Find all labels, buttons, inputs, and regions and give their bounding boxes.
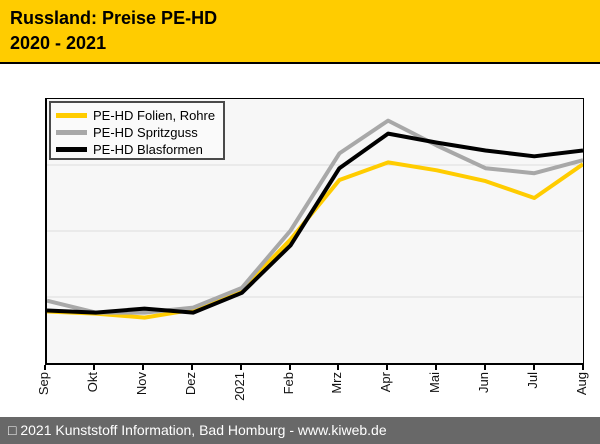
x-axis-label: 2021: [232, 372, 247, 401]
x-axis-label: Mai: [427, 372, 442, 393]
x-axis-tick: [337, 365, 339, 370]
x-axis-label: Jun: [476, 372, 491, 393]
legend-label: PE-HD Spritzguss: [93, 125, 198, 140]
x-axis-label: Aug: [574, 372, 589, 396]
x-axis-tick: [435, 365, 437, 370]
x-axis-tick: [191, 365, 193, 370]
legend-item: PE-HD Spritzguss: [56, 124, 219, 141]
series-line-pe-hd-spritzguss: [47, 118, 583, 315]
x-axis-tick: [142, 365, 144, 370]
legend-label: PE-HD Blasformen: [93, 142, 203, 157]
legend-item: PE-HD Blasformen: [56, 141, 219, 158]
legend-line-swatch-gray: [56, 130, 87, 135]
line-chart-canvas: [47, 118, 583, 320]
x-axis-tick: [484, 365, 486, 370]
x-axis-tick: [386, 365, 388, 370]
x-axis-tick: [533, 365, 535, 370]
legend: PE-HD Folien, Rohre PE-HD Spritzguss PE-…: [49, 101, 225, 160]
chart-title-line2: 2020 - 2021: [10, 33, 107, 53]
chart-title-line1: Russland: Preise PE-HD: [10, 8, 218, 28]
x-axis-tick: [240, 365, 242, 370]
x-axis-tick: [289, 365, 291, 370]
x-axis-label: Nov: [134, 372, 149, 396]
series-line-pe-hd-blasformen: [47, 131, 583, 315]
x-axis-label: Dez: [183, 372, 198, 396]
x-axis-tick: [44, 365, 46, 370]
x-axis-tick: [582, 365, 584, 370]
x-axis-label: Jul: [525, 372, 540, 389]
legend-label: PE-HD Folien, Rohre: [93, 108, 216, 123]
legend-item: PE-HD Folien, Rohre: [56, 107, 219, 124]
copyright-text: □ 2021 Kunststoff Information, Bad Hombu…: [8, 422, 387, 438]
x-axis-tick: [93, 365, 95, 370]
x-axis-label: Sep: [36, 372, 51, 396]
series-line-pe-hd-folien-rohre: [47, 160, 583, 320]
x-axis-label: Okt: [85, 372, 100, 393]
legend-line-swatch-yellow: [56, 113, 87, 118]
chart-header: Russland: Preise PE-HD 2020 - 2021: [0, 0, 600, 64]
x-axis-label: Mrz: [329, 372, 344, 394]
footer-bar: □ 2021 Kunststoff Information, Bad Hombu…: [0, 417, 600, 444]
x-axis-label: Apr: [378, 372, 393, 393]
x-axis-label: Feb: [281, 372, 296, 395]
legend-line-swatch-black: [56, 147, 87, 152]
